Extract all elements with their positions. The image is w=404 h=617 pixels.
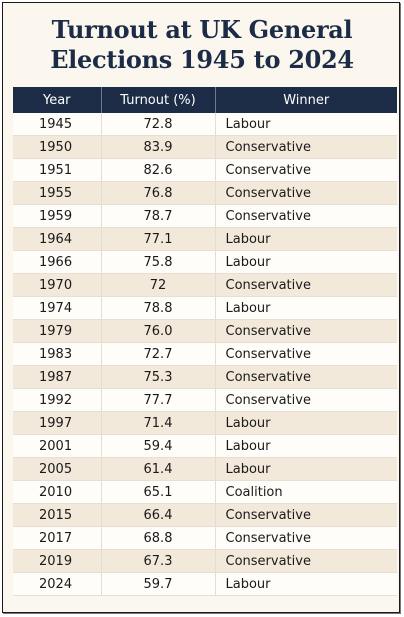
- table-row: 2019 67.3 Conservative: [13, 549, 397, 573]
- winner-cell: Labour: [215, 250, 397, 274]
- table-row: 2017 68.8 Conservative: [13, 526, 397, 550]
- table-row: 2001 59.4 Labour: [13, 434, 397, 458]
- winner-cell: Labour: [215, 572, 397, 596]
- table-header: Year Turnout (%) Winner: [13, 87, 397, 113]
- winner-cell: Labour: [215, 434, 397, 458]
- turnout-cell: 82.6: [101, 158, 216, 182]
- year-cell: 1945: [13, 113, 102, 136]
- table-row: 2015 66.4 Conservative: [13, 503, 397, 527]
- table-row: 1950 83.9 Conservative: [13, 135, 397, 159]
- winner-cell: Conservative: [215, 135, 397, 159]
- winner-cell: Conservative: [215, 181, 397, 205]
- turnout-cell: 68.8: [101, 526, 216, 550]
- turnout-cell: 72.7: [101, 342, 216, 366]
- year-cell: 2005: [13, 457, 102, 481]
- turnout-cell: 72: [101, 273, 216, 297]
- year-cell: 1951: [13, 158, 102, 182]
- year-cell: 1983: [13, 342, 102, 366]
- year-cell: 1987: [13, 365, 102, 389]
- turnout-cell: 77.7: [101, 388, 216, 412]
- year-cell: 2010: [13, 480, 102, 504]
- turnout-cell: 72.8: [101, 113, 216, 136]
- year-cell: 1950: [13, 135, 102, 159]
- year-cell: 2019: [13, 549, 102, 573]
- table-body: 1945 72.8 Labour 1950 83.9 Conservative 1951 82…: [13, 113, 397, 596]
- winner-cell: Conservative: [215, 342, 397, 366]
- year-cell: 1966: [13, 250, 102, 274]
- year-cell: 1959: [13, 204, 102, 228]
- turnout-cell: 75.3: [101, 365, 216, 389]
- table-row: 2024 59.7 Labour: [13, 572, 397, 596]
- winner-cell: Conservative: [215, 204, 397, 228]
- column-header-year: Year: [13, 87, 102, 113]
- turnout-cell: 76.0: [101, 319, 216, 343]
- year-cell: 2017: [13, 526, 102, 550]
- table-row: 2005 61.4 Labour: [13, 457, 397, 481]
- year-cell: 1970: [13, 273, 102, 297]
- table-title-line-2: Elections 1945 to 2024: [50, 45, 354, 74]
- winner-cell: Labour: [215, 227, 397, 251]
- winner-cell: Conservative: [215, 549, 397, 573]
- turnout-cell: 77.1: [101, 227, 216, 251]
- table-row: 1964 77.1 Labour: [13, 227, 397, 251]
- winner-cell: Labour: [215, 113, 397, 136]
- winner-cell: Conservative: [215, 526, 397, 550]
- turnout-cell: 83.9: [101, 135, 216, 159]
- table-row: 1970 72 Conservative: [13, 273, 397, 297]
- column-header-winner: Winner: [215, 87, 397, 113]
- table-row: 1997 71.4 Labour: [13, 411, 397, 435]
- year-cell: 2015: [13, 503, 102, 527]
- turnout-cell: 78.7: [101, 204, 216, 228]
- winner-cell: Labour: [215, 411, 397, 435]
- table-title: Turnout at UK General Elections 1945 to …: [3, 15, 401, 75]
- winner-cell: Conservative: [215, 365, 397, 389]
- table-row: 1992 77.7 Conservative: [13, 388, 397, 412]
- turnout-cell: 66.4: [101, 503, 216, 527]
- turnout-table: Year Turnout (%) Winner 1945 72.8 Labour 19…: [13, 87, 397, 596]
- header-row: Year Turnout (%) Winner: [13, 87, 397, 113]
- table-row: 1966 75.8 Labour: [13, 250, 397, 274]
- year-cell: 1979: [13, 319, 102, 343]
- table-card: Turnout at UK General Elections 1945 to …: [2, 2, 400, 613]
- winner-cell: Conservative: [215, 319, 397, 343]
- year-cell: 1964: [13, 227, 102, 251]
- table-row: 1945 72.8 Labour: [13, 113, 397, 136]
- year-cell: 1974: [13, 296, 102, 320]
- turnout-cell: 76.8: [101, 181, 216, 205]
- table-row: 2010 65.1 Coalition: [13, 480, 397, 504]
- winner-cell: Labour: [215, 296, 397, 320]
- table-row: 1979 76.0 Conservative: [13, 319, 397, 343]
- turnout-cell: 67.3: [101, 549, 216, 573]
- winner-cell: Conservative: [215, 273, 397, 297]
- table-title-line-1: Turnout at UK General: [51, 15, 353, 44]
- table-row: 1983 72.7 Conservative: [13, 342, 397, 366]
- table-row: 1987 75.3 Conservative: [13, 365, 397, 389]
- turnout-cell: 65.1: [101, 480, 216, 504]
- table-row: 1955 76.8 Conservative: [13, 181, 397, 205]
- table-row: 1951 82.6 Conservative: [13, 158, 397, 182]
- winner-cell: Coalition: [215, 480, 397, 504]
- turnout-cell: 61.4: [101, 457, 216, 481]
- turnout-cell: 78.8: [101, 296, 216, 320]
- turnout-cell: 59.7: [101, 572, 216, 596]
- year-cell: 1997: [13, 411, 102, 435]
- year-cell: 1955: [13, 181, 102, 205]
- table-row: 1959 78.7 Conservative: [13, 204, 397, 228]
- year-cell: 2001: [13, 434, 102, 458]
- column-header-turnout: Turnout (%): [101, 87, 216, 113]
- winner-cell: Conservative: [215, 503, 397, 527]
- winner-cell: Labour: [215, 457, 397, 481]
- year-cell: 2024: [13, 572, 102, 596]
- year-cell: 1992: [13, 388, 102, 412]
- winner-cell: Conservative: [215, 388, 397, 412]
- winner-cell: Conservative: [215, 158, 397, 182]
- turnout-cell: 71.4: [101, 411, 216, 435]
- table-row: 1974 78.8 Labour: [13, 296, 397, 320]
- turnout-cell: 75.8: [101, 250, 216, 274]
- turnout-cell: 59.4: [101, 434, 216, 458]
